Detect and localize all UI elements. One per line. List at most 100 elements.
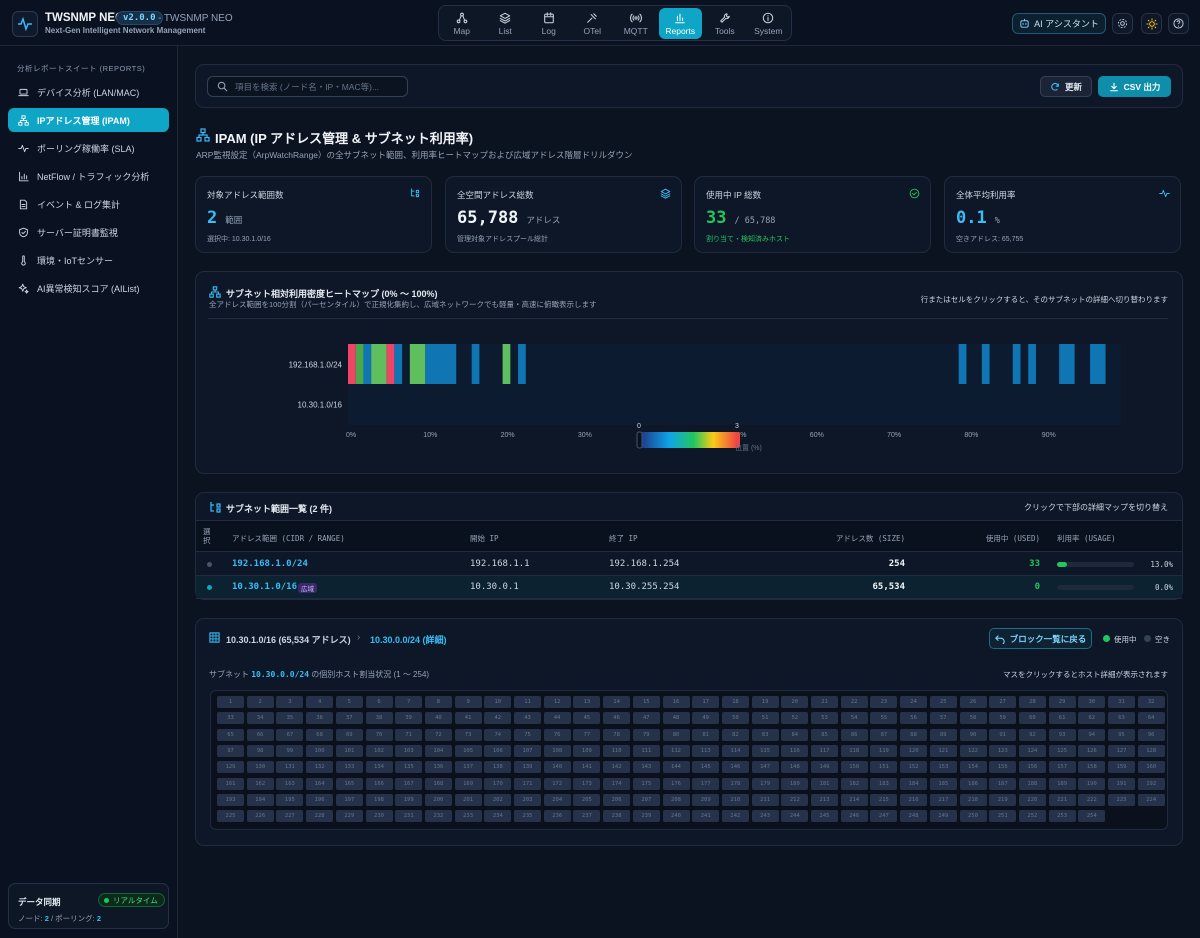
host-cell[interactable]: 189 bbox=[1048, 777, 1076, 790]
host-cell[interactable]: 62 bbox=[1078, 712, 1106, 725]
host-cell[interactable]: 109 bbox=[573, 744, 601, 757]
host-cell[interactable]: 194 bbox=[246, 793, 274, 806]
host-cell[interactable]: 152 bbox=[900, 761, 928, 774]
host-cell[interactable]: 53 bbox=[811, 712, 838, 725]
host-cell[interactable]: 112 bbox=[662, 744, 690, 757]
host-cell[interactable]: 178 bbox=[721, 777, 749, 790]
host-cell[interactable]: 47 bbox=[632, 712, 660, 725]
host-cell[interactable]: 46 bbox=[603, 712, 631, 725]
host-cell[interactable]: 249 bbox=[929, 810, 957, 823]
back-to-blocks-button[interactable]: ブロック一覧に戻る bbox=[989, 628, 1092, 649]
host-cell[interactable]: 36 bbox=[306, 712, 334, 725]
host-cell[interactable]: 201 bbox=[454, 793, 482, 806]
host-cell[interactable]: 195 bbox=[276, 793, 304, 806]
host-cell[interactable]: 243 bbox=[751, 810, 779, 823]
sidebar-item-6[interactable]: 環境・IoTセンサー bbox=[8, 248, 169, 272]
host-cell[interactable]: 193 bbox=[217, 793, 244, 806]
host-cell[interactable]: 118 bbox=[840, 744, 868, 757]
host-cell[interactable]: 174 bbox=[603, 777, 631, 790]
host-cell[interactable]: 44 bbox=[543, 712, 571, 725]
heatmap-cell[interactable] bbox=[409, 344, 426, 385]
host-cell[interactable]: 58 bbox=[959, 712, 987, 725]
host-cell[interactable]: 215 bbox=[870, 793, 898, 806]
host-cell[interactable]: 145 bbox=[692, 761, 720, 774]
sidebar-item-2[interactable]: ポーリング稼働率 (SLA) bbox=[8, 136, 169, 160]
host-cell[interactable]: 87 bbox=[870, 728, 898, 741]
tab-system[interactable]: System bbox=[747, 8, 789, 39]
table-row[interactable] bbox=[196, 576, 1182, 599]
host-cell[interactable]: 128 bbox=[1137, 744, 1165, 757]
host-cell[interactable]: 191 bbox=[1108, 777, 1135, 790]
host-cell[interactable]: 1 bbox=[217, 696, 244, 708]
host-cell[interactable]: 81 bbox=[692, 728, 720, 741]
host-cell[interactable]: 4 bbox=[306, 696, 334, 708]
host-cell[interactable]: 116 bbox=[781, 744, 809, 757]
host-cell[interactable]: 94 bbox=[1078, 728, 1106, 741]
host-cell[interactable]: 126 bbox=[1078, 744, 1106, 757]
host-cell[interactable]: 213 bbox=[811, 793, 838, 806]
host-cell[interactable]: 132 bbox=[306, 761, 334, 774]
host-cell[interactable]: 208 bbox=[662, 793, 690, 806]
host-cell[interactable]: 125 bbox=[1048, 744, 1076, 757]
host-cell[interactable]: 203 bbox=[514, 793, 541, 806]
sidebar-item-7[interactable]: AI異常検知スコア (AIList) bbox=[8, 276, 169, 300]
host-cell[interactable]: 39 bbox=[395, 712, 423, 725]
host-cell[interactable]: 123 bbox=[989, 744, 1017, 757]
host-cell[interactable]: 155 bbox=[989, 761, 1017, 774]
row-select-radio[interactable] bbox=[207, 562, 212, 567]
host-cell[interactable]: 8 bbox=[424, 696, 452, 708]
host-cell[interactable]: 229 bbox=[335, 810, 363, 823]
host-cell[interactable]: 236 bbox=[543, 810, 571, 823]
tab-tools[interactable]: Tools bbox=[704, 8, 746, 39]
host-cell[interactable]: 244 bbox=[781, 810, 809, 823]
host-cell[interactable]: 247 bbox=[870, 810, 898, 823]
host-cell[interactable]: 18 bbox=[721, 696, 749, 708]
host-cell[interactable]: 29 bbox=[1048, 696, 1076, 708]
host-cell[interactable]: 183 bbox=[870, 777, 898, 790]
heatmap-cell[interactable] bbox=[958, 344, 967, 385]
tab-otel[interactable]: OTel bbox=[572, 8, 614, 39]
host-cell[interactable]: 186 bbox=[959, 777, 987, 790]
host-cell[interactable]: 214 bbox=[840, 793, 868, 806]
breadcrumb-parent[interactable]: 10.30.1.0/16 (65,534 アドレス) bbox=[226, 635, 351, 645]
host-cell[interactable]: 129 bbox=[217, 761, 244, 774]
host-cell[interactable]: 160 bbox=[1137, 761, 1165, 774]
host-cell[interactable]: 239 bbox=[632, 810, 660, 823]
host-cell[interactable]: 188 bbox=[1018, 777, 1046, 790]
host-cell[interactable]: 78 bbox=[603, 728, 631, 741]
ai-assistant-button[interactable]: AI アシスタント bbox=[1012, 13, 1106, 34]
host-cell[interactable]: 136 bbox=[424, 761, 452, 774]
host-cell[interactable]: 42 bbox=[484, 712, 512, 725]
host-cell[interactable]: 64 bbox=[1137, 712, 1165, 725]
host-cell[interactable]: 57 bbox=[929, 712, 957, 725]
host-cell[interactable]: 115 bbox=[751, 744, 779, 757]
host-cell[interactable]: 134 bbox=[365, 761, 393, 774]
host-cell[interactable]: 111 bbox=[632, 744, 660, 757]
host-cell[interactable]: 245 bbox=[811, 810, 838, 823]
host-cell[interactable]: 101 bbox=[335, 744, 363, 757]
host-cell[interactable]: 166 bbox=[365, 777, 393, 790]
host-cell[interactable]: 88 bbox=[900, 728, 928, 741]
host-cell[interactable]: 205 bbox=[573, 793, 601, 806]
host-cell[interactable]: 157 bbox=[1048, 761, 1076, 774]
host-cell[interactable]: 50 bbox=[721, 712, 749, 725]
host-cell[interactable]: 77 bbox=[573, 728, 601, 741]
heatmap-cell[interactable] bbox=[386, 344, 395, 385]
host-cell[interactable]: 41 bbox=[454, 712, 482, 725]
host-cell[interactable]: 228 bbox=[306, 810, 334, 823]
host-cell[interactable]: 139 bbox=[514, 761, 541, 774]
host-cell[interactable]: 93 bbox=[1048, 728, 1076, 741]
host-cell[interactable]: 80 bbox=[662, 728, 690, 741]
tab-list[interactable]: List bbox=[485, 8, 527, 39]
host-cell[interactable]: 184 bbox=[900, 777, 928, 790]
host-cell[interactable]: 98 bbox=[246, 744, 274, 757]
gear-icon[interactable] bbox=[1112, 13, 1133, 34]
host-cell[interactable]: 79 bbox=[632, 728, 660, 741]
host-cell[interactable]: 12 bbox=[543, 696, 571, 708]
host-cell[interactable]: 67 bbox=[276, 728, 304, 741]
host-cell[interactable]: 222 bbox=[1078, 793, 1106, 806]
host-cell[interactable]: 14 bbox=[603, 696, 631, 708]
host-cell[interactable]: 182 bbox=[840, 777, 868, 790]
host-cell[interactable]: 113 bbox=[692, 744, 720, 757]
host-cell[interactable]: 180 bbox=[781, 777, 809, 790]
